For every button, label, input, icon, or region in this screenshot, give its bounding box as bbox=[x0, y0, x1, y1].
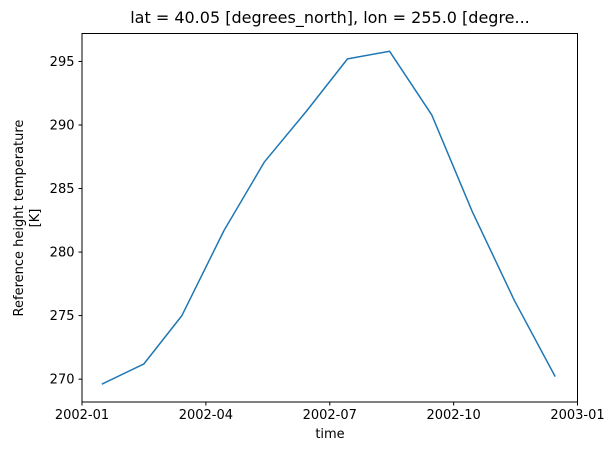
y-tick-label: 290 bbox=[50, 118, 75, 133]
x-tick-label: 2003-01 bbox=[550, 408, 604, 423]
data-line bbox=[101, 50, 556, 385]
axes-spines bbox=[81, 33, 578, 403]
y-tick-label: 275 bbox=[50, 309, 75, 324]
y-tick-label: 285 bbox=[50, 182, 75, 197]
chart-title: lat = 40.05 [degrees_north], lon = 255.0… bbox=[130, 8, 530, 27]
x-tick-label: 2002-01 bbox=[55, 408, 109, 423]
x-axis-label: time bbox=[315, 427, 345, 442]
y-tick-label: 280 bbox=[50, 246, 75, 261]
x-tick-label: 2002-10 bbox=[426, 408, 480, 423]
y-tick-label: 295 bbox=[50, 55, 75, 70]
y-tick-label: 270 bbox=[50, 373, 75, 388]
x-tick-label: 2002-04 bbox=[179, 408, 233, 423]
x-tick-label: 2002-07 bbox=[303, 408, 357, 423]
